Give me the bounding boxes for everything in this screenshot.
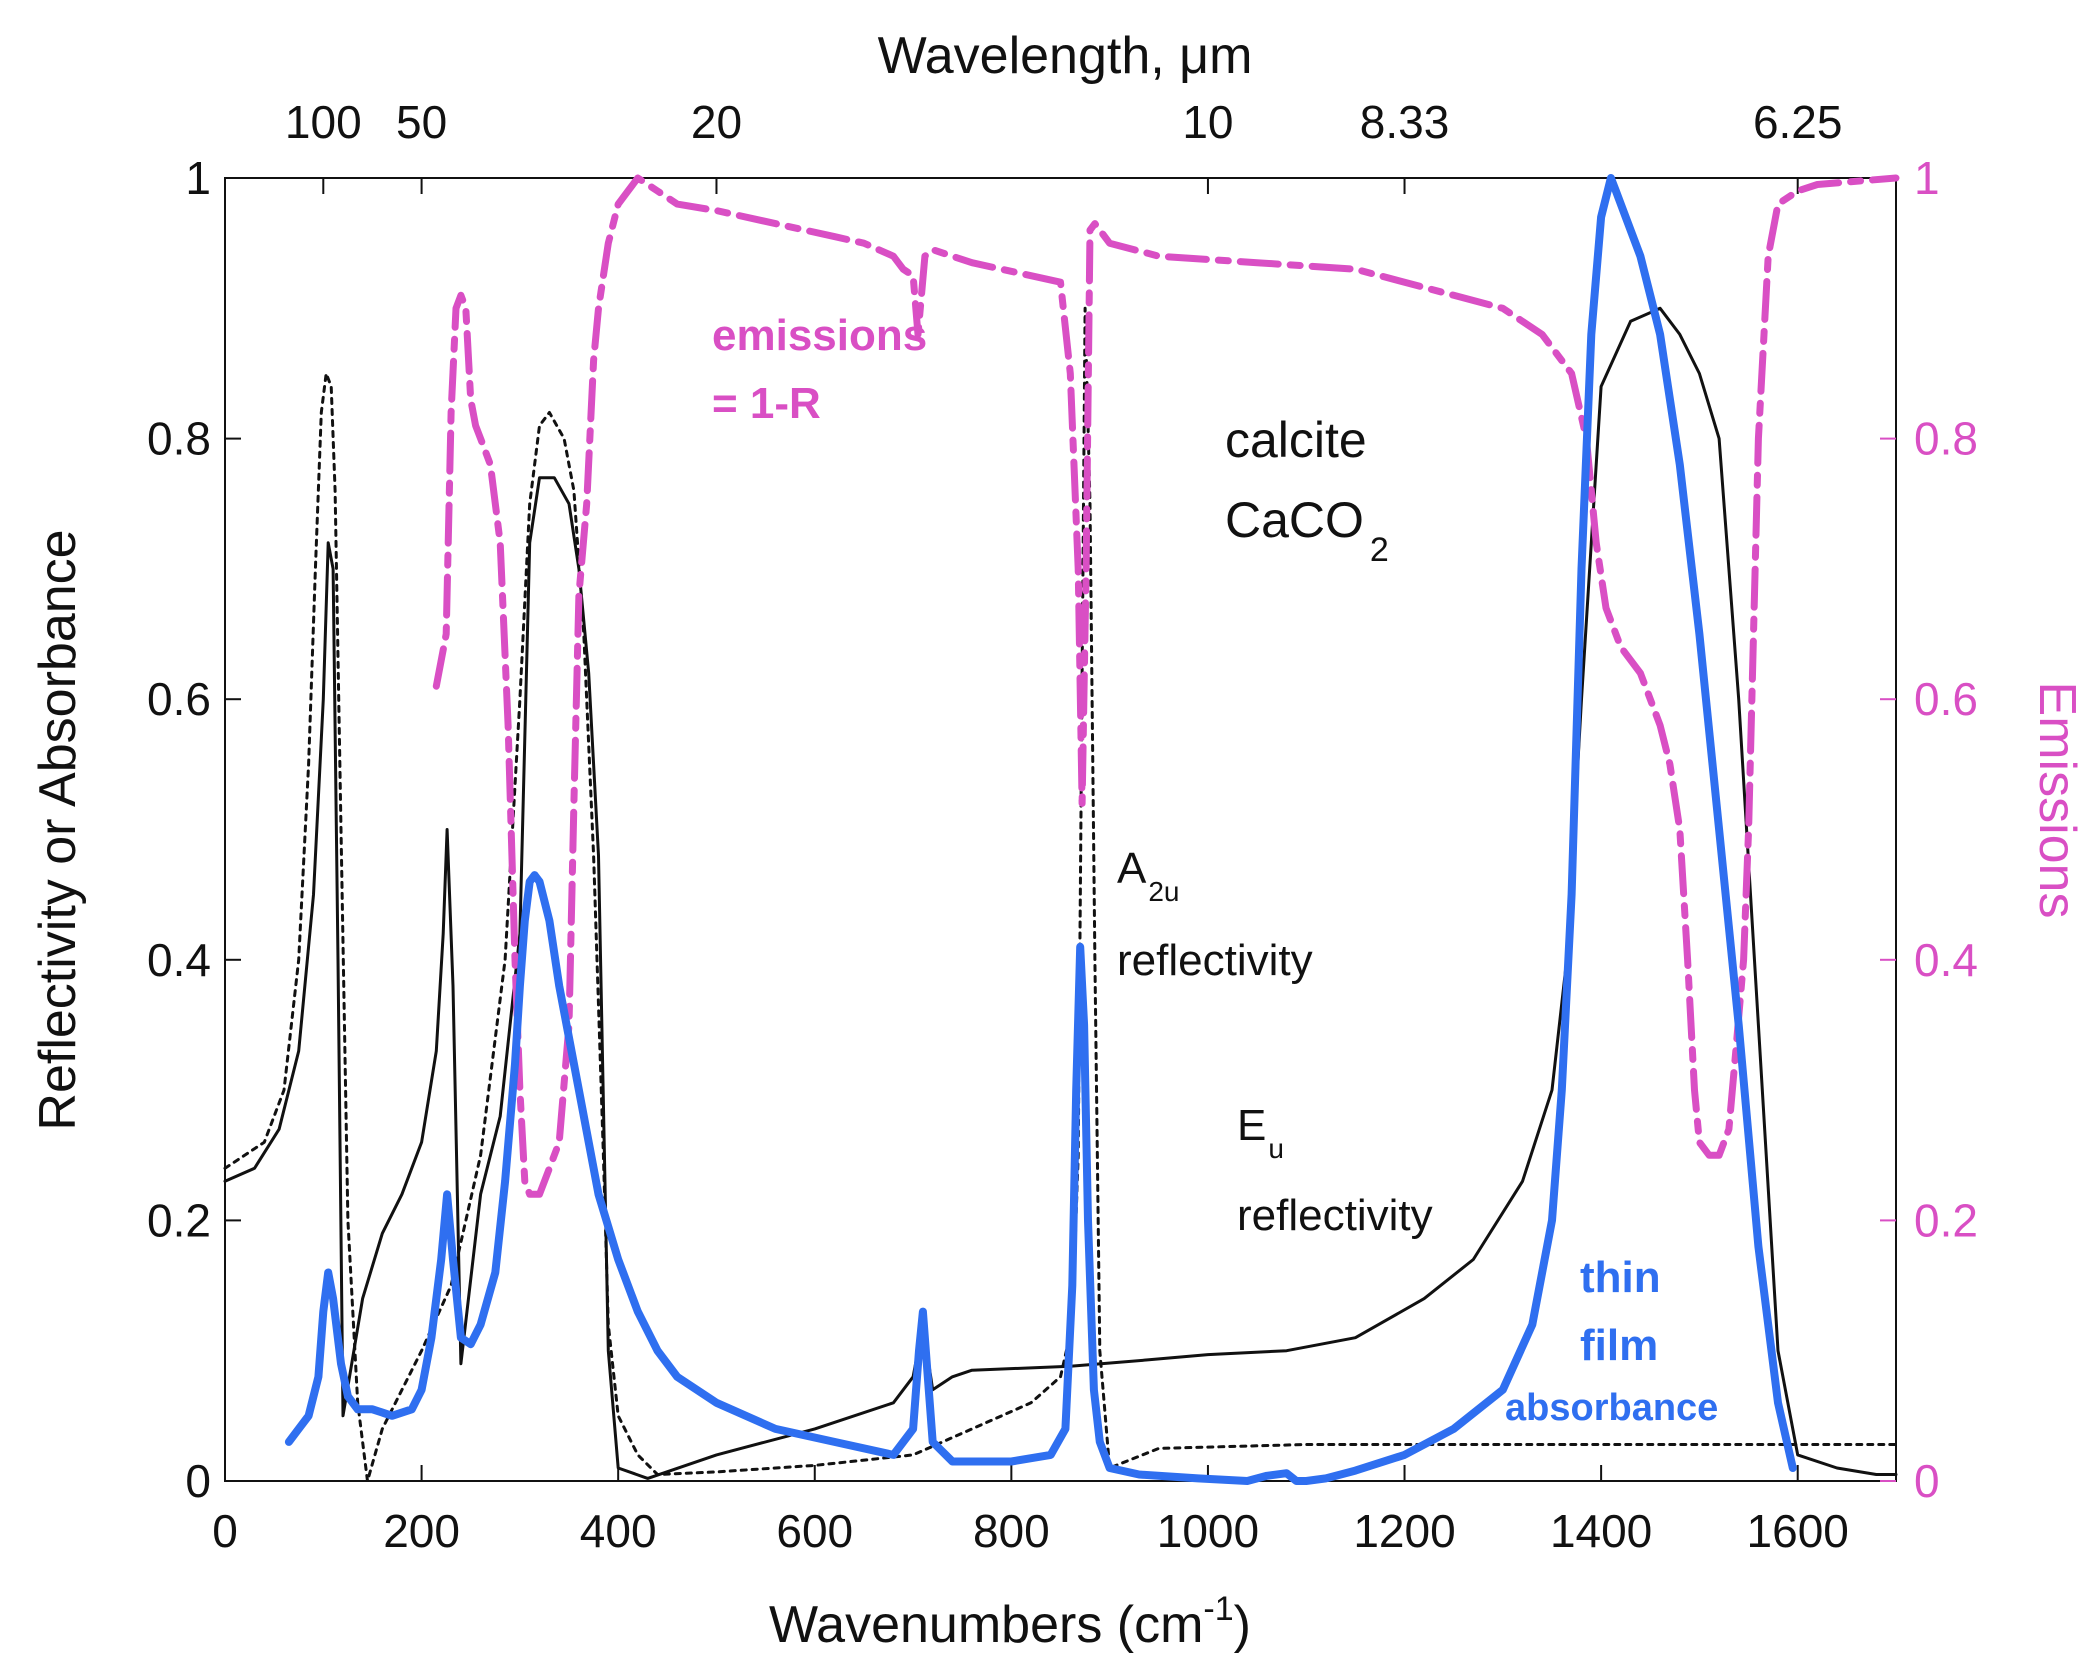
y-tick-label-1: 0.2 <box>147 1194 211 1246</box>
top-axis-title: Wavelength, μm <box>878 27 1253 85</box>
x-tick-label-7: 1400 <box>1550 1505 1652 1557</box>
y-tick-label-0: 0 <box>185 1455 211 1507</box>
x-tick-label-1: 200 <box>383 1505 460 1557</box>
annotation-calcite: calcite <box>1225 412 1367 468</box>
top-tick-label-1: 50 <box>396 96 447 148</box>
y2-tick-label-4: 0.8 <box>1914 413 1978 465</box>
tick-marks <box>224 177 1896 1482</box>
top-tick-label-4: 8.33 <box>1360 96 1450 148</box>
annotation-thin: thin <box>1580 1253 1661 1302</box>
x-tick-label-8: 1600 <box>1747 1505 1849 1557</box>
series-line-eu-reflectivity <box>223 306 1898 1480</box>
y-tick-label-2: 0.4 <box>147 934 211 986</box>
y-tick-label-3: 0.6 <box>147 673 211 725</box>
top-tick-label-5: 6.25 <box>1753 96 1843 148</box>
a2u-sub: 2u <box>1148 876 1179 907</box>
annotation-eu: Eu <box>1237 1101 1284 1164</box>
x-tick-label-0: 0 <box>212 1505 238 1557</box>
series-group <box>223 174 1900 1485</box>
y2-tick-label-1: 0.2 <box>1914 1194 1978 1246</box>
series-line-thin-film-absorbance <box>284 174 1797 1485</box>
top-tick-label-0: 100 <box>285 96 362 148</box>
x-tick-label-2: 400 <box>580 1505 657 1557</box>
x-axis-title-close: ) <box>1234 1596 1251 1654</box>
annotation-a2u: A2u <box>1117 844 1180 907</box>
annotation-formula: CaCO2 <box>1225 492 1389 569</box>
annotation-eu-reflectivity: reflectivity <box>1237 1191 1433 1240</box>
y-tick-label-5: 1 <box>185 152 211 204</box>
a2u-main: A <box>1117 844 1147 893</box>
y-tick-label-4: 0.8 <box>147 413 211 465</box>
eu-main: E <box>1237 1101 1266 1150</box>
top-tick-label-3: 10 <box>1182 96 1233 148</box>
series-line-emissions-1-r <box>432 174 1900 1198</box>
annotation-emissions: emissions <box>712 311 927 360</box>
x-axis-title-main: Wavenumbers (cm <box>769 1596 1203 1654</box>
formula-main: CaCO <box>1225 492 1364 548</box>
formula-sub: 2 <box>1370 531 1389 569</box>
y2-tick-label-0: 0 <box>1914 1455 1940 1507</box>
annotation-film: film <box>1580 1321 1658 1370</box>
eu-sub: u <box>1268 1133 1284 1164</box>
y2-tick-label-3: 0.6 <box>1914 673 1978 725</box>
x-axis-title: Wavenumbers (cm-1) <box>769 1590 1251 1654</box>
annotation-absorbance: absorbance <box>1505 1387 1718 1429</box>
y2-tick-label-2: 0.4 <box>1914 934 1978 986</box>
y-axis-title: Reflectivity or Absorbance <box>29 529 87 1130</box>
top-tick-label-2: 20 <box>691 96 742 148</box>
x-tick-label-4: 800 <box>973 1505 1050 1557</box>
plot-frame <box>224 177 1897 1482</box>
x-tick-label-5: 1000 <box>1157 1505 1259 1557</box>
x-axis-title-sup: -1 <box>1203 1590 1233 1628</box>
annotation-emissions-eq: = 1-R <box>712 379 821 428</box>
series-line-a2u-reflectivity <box>223 306 1898 1483</box>
x-tick-label-3: 600 <box>776 1505 853 1557</box>
x-tick-label-6: 1200 <box>1353 1505 1455 1557</box>
y2-tick-label-5: 1 <box>1914 152 1940 204</box>
y2-axis-title: Emissions <box>2028 682 2086 919</box>
annotation-a2u-reflectivity: reflectivity <box>1117 936 1313 985</box>
